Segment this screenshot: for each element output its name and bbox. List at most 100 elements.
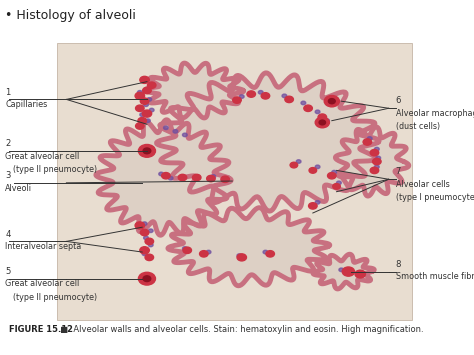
Text: ■  Alveolar walls and alveolar cells. Stain: hematoxylin and eosin. High magnifi: ■ Alveolar walls and alveolar cells. Sta… — [55, 325, 423, 334]
Circle shape — [263, 250, 268, 254]
Circle shape — [143, 276, 151, 282]
Text: Smooth muscle fibres: Smooth muscle fibres — [396, 272, 474, 281]
Circle shape — [147, 82, 156, 88]
Text: Interalveolar septa: Interalveolar septa — [5, 242, 82, 251]
Circle shape — [290, 162, 298, 168]
Circle shape — [258, 91, 263, 94]
Circle shape — [135, 92, 145, 99]
Circle shape — [332, 170, 337, 174]
Circle shape — [318, 114, 327, 120]
Circle shape — [142, 252, 147, 256]
Circle shape — [233, 97, 241, 103]
Circle shape — [325, 119, 329, 122]
Circle shape — [285, 96, 293, 103]
Circle shape — [182, 133, 187, 137]
Circle shape — [159, 172, 164, 176]
Text: Alveolar macrophages: Alveolar macrophages — [396, 109, 474, 118]
Circle shape — [328, 173, 336, 179]
Text: Great alveolar cell: Great alveolar cell — [5, 279, 80, 288]
Circle shape — [367, 137, 372, 140]
Polygon shape — [168, 208, 330, 286]
Polygon shape — [156, 73, 379, 211]
Circle shape — [370, 149, 379, 156]
Circle shape — [147, 98, 152, 101]
Text: 7: 7 — [396, 168, 401, 176]
Polygon shape — [313, 254, 374, 289]
Circle shape — [339, 268, 344, 272]
Circle shape — [192, 174, 201, 181]
Circle shape — [142, 110, 152, 117]
Text: 4: 4 — [5, 230, 10, 239]
Circle shape — [376, 156, 381, 160]
Circle shape — [301, 101, 306, 105]
Circle shape — [143, 87, 151, 94]
Circle shape — [358, 272, 363, 275]
Circle shape — [221, 176, 229, 182]
Circle shape — [135, 222, 145, 229]
Text: (dust cells): (dust cells) — [396, 122, 440, 131]
Circle shape — [140, 98, 149, 104]
Circle shape — [145, 254, 154, 261]
Circle shape — [173, 130, 178, 133]
Circle shape — [328, 99, 335, 104]
Circle shape — [164, 126, 168, 130]
Circle shape — [315, 117, 329, 128]
Circle shape — [140, 229, 149, 236]
Polygon shape — [96, 120, 231, 235]
Circle shape — [333, 184, 340, 189]
Circle shape — [282, 94, 287, 98]
Circle shape — [140, 113, 145, 116]
Circle shape — [319, 120, 326, 125]
Text: Alveoli: Alveoli — [5, 184, 32, 192]
Circle shape — [200, 251, 208, 257]
Circle shape — [207, 175, 215, 182]
Circle shape — [144, 103, 148, 106]
Circle shape — [239, 95, 244, 98]
Text: 5: 5 — [5, 267, 10, 276]
Circle shape — [136, 123, 144, 129]
Circle shape — [182, 247, 187, 250]
Text: (type II pneumocyte): (type II pneumocyte) — [13, 165, 97, 174]
Text: 1: 1 — [5, 88, 10, 97]
Circle shape — [138, 144, 155, 157]
Circle shape — [355, 270, 365, 278]
Circle shape — [374, 147, 379, 151]
Circle shape — [138, 118, 146, 124]
Circle shape — [304, 105, 312, 111]
Circle shape — [374, 165, 379, 169]
Text: FIGURE 15.12: FIGURE 15.12 — [9, 325, 73, 334]
Circle shape — [237, 254, 246, 261]
Circle shape — [145, 238, 154, 245]
Text: (type II pneumocyte): (type II pneumocyte) — [13, 293, 97, 302]
Circle shape — [363, 139, 372, 145]
Circle shape — [149, 108, 154, 112]
Circle shape — [318, 119, 322, 122]
Circle shape — [315, 110, 320, 114]
Circle shape — [237, 254, 242, 257]
Text: Alveolar cells: Alveolar cells — [396, 180, 449, 189]
Circle shape — [261, 93, 270, 99]
Text: 2: 2 — [5, 139, 10, 148]
Circle shape — [148, 229, 153, 233]
Text: Capillaries: Capillaries — [5, 100, 47, 109]
Circle shape — [140, 247, 149, 254]
Circle shape — [315, 201, 320, 204]
Polygon shape — [336, 127, 409, 196]
Text: (type I pneumocytes): (type I pneumocytes) — [396, 193, 474, 202]
Circle shape — [266, 251, 274, 257]
Text: • Histology of alveoli: • Histology of alveoli — [5, 9, 136, 22]
FancyBboxPatch shape — [57, 43, 412, 320]
Circle shape — [136, 105, 144, 111]
Circle shape — [342, 267, 355, 276]
Circle shape — [315, 165, 320, 169]
Circle shape — [337, 181, 341, 185]
Circle shape — [324, 95, 339, 107]
Text: 6: 6 — [396, 97, 401, 105]
Circle shape — [247, 91, 255, 97]
Circle shape — [327, 98, 332, 101]
Text: 8: 8 — [396, 260, 401, 269]
Circle shape — [206, 250, 211, 254]
Circle shape — [168, 176, 173, 180]
Circle shape — [144, 236, 148, 240]
Circle shape — [143, 148, 151, 154]
